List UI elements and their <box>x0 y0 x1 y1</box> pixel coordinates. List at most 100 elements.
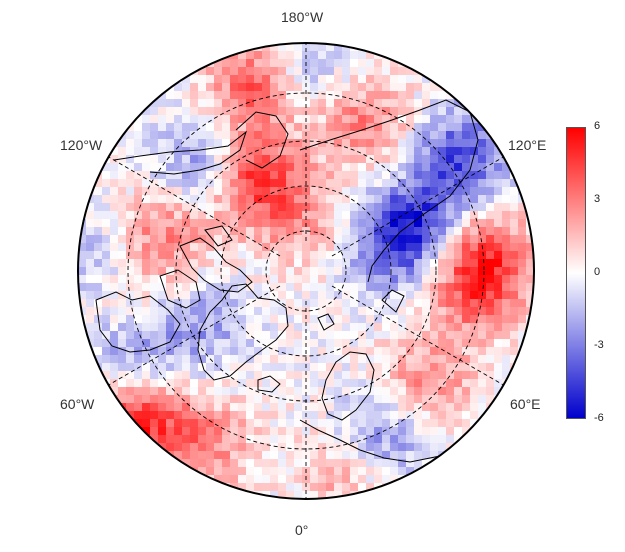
field-cell <box>246 67 254 75</box>
field-cell <box>382 131 390 139</box>
field-cell <box>382 67 390 75</box>
field-cell <box>398 131 406 139</box>
field-cell <box>398 299 406 307</box>
field-cell <box>438 99 446 107</box>
field-cell <box>102 291 110 299</box>
field-cell <box>430 451 438 459</box>
field-cell <box>430 115 438 123</box>
field-cell <box>262 51 270 59</box>
field-cell <box>134 123 142 131</box>
field-cell <box>502 355 510 363</box>
field-cell <box>414 315 422 323</box>
field-cell <box>158 251 166 259</box>
field-cell <box>222 179 230 187</box>
field-cell <box>430 331 438 339</box>
field-cell <box>422 187 430 195</box>
field-cell <box>222 275 230 283</box>
field-cell <box>214 187 222 195</box>
field-cell <box>478 163 486 171</box>
field-cell <box>318 291 326 299</box>
field-cell <box>478 155 486 163</box>
field-cell <box>230 475 238 483</box>
field-cell <box>310 171 318 179</box>
field-cell <box>374 331 382 339</box>
field-cell <box>118 203 126 211</box>
field-cell <box>270 171 278 179</box>
field-cell <box>406 331 414 339</box>
field-cell <box>270 59 278 67</box>
field-cell <box>366 411 374 419</box>
field-cell <box>118 179 126 187</box>
field-cell <box>166 203 174 211</box>
field-cell <box>294 363 302 371</box>
field-cell <box>438 323 446 331</box>
field-cell <box>142 115 150 123</box>
field-cell <box>358 403 366 411</box>
field-cell <box>446 411 454 419</box>
field-cell <box>326 363 334 371</box>
field-cell <box>230 179 238 187</box>
field-cell <box>470 251 478 259</box>
field-cell <box>382 155 390 163</box>
field-cell <box>438 371 446 379</box>
field-cell <box>358 115 366 123</box>
field-cell <box>390 443 398 451</box>
field-cell <box>198 411 206 419</box>
field-cell <box>206 155 214 163</box>
field-cell <box>366 139 374 147</box>
field-cell <box>182 123 190 131</box>
field-cell <box>206 171 214 179</box>
field-cell <box>214 467 222 475</box>
field-cell <box>430 419 438 427</box>
field-cell <box>406 275 414 283</box>
field-cell <box>430 107 438 115</box>
field-cell <box>414 155 422 163</box>
field-cell <box>390 155 398 163</box>
field-cell <box>478 139 486 147</box>
field-cell <box>142 363 150 371</box>
field-cell <box>174 331 182 339</box>
field-cell <box>358 299 366 307</box>
field-cell <box>270 339 278 347</box>
field-cell <box>262 483 270 491</box>
field-cell <box>254 475 262 483</box>
field-cell <box>222 339 230 347</box>
field-cell <box>94 339 102 347</box>
field-cell <box>118 347 126 355</box>
field-cell <box>462 395 470 403</box>
field-cell <box>126 179 134 187</box>
field-cell <box>358 291 366 299</box>
field-cell <box>494 363 502 371</box>
field-cell <box>326 147 334 155</box>
field-cell <box>126 139 134 147</box>
field-cell <box>190 283 198 291</box>
field-cell <box>350 83 358 91</box>
field-cell <box>166 219 174 227</box>
field-cell <box>350 235 358 243</box>
field-cell <box>198 435 206 443</box>
field-cell <box>86 291 94 299</box>
field-cell <box>350 483 358 491</box>
field-cell <box>174 99 182 107</box>
field-cell <box>382 363 390 371</box>
field-cell <box>158 379 166 387</box>
field-cell <box>422 323 430 331</box>
field-cell <box>110 299 118 307</box>
field-cell <box>190 155 198 163</box>
field-cell <box>142 395 150 403</box>
field-cell <box>110 251 118 259</box>
field-cell <box>366 187 374 195</box>
field-cell <box>326 387 334 395</box>
field-cell <box>398 395 406 403</box>
field-cell <box>254 443 262 451</box>
field-cell <box>414 411 422 419</box>
field-cell <box>326 243 334 251</box>
field-cell <box>190 203 198 211</box>
field-cell <box>238 107 246 115</box>
field-cell <box>150 211 158 219</box>
field-cell <box>294 195 302 203</box>
field-cell <box>334 99 342 107</box>
field-cell <box>390 339 398 347</box>
field-cell <box>334 251 342 259</box>
field-cell <box>326 275 334 283</box>
